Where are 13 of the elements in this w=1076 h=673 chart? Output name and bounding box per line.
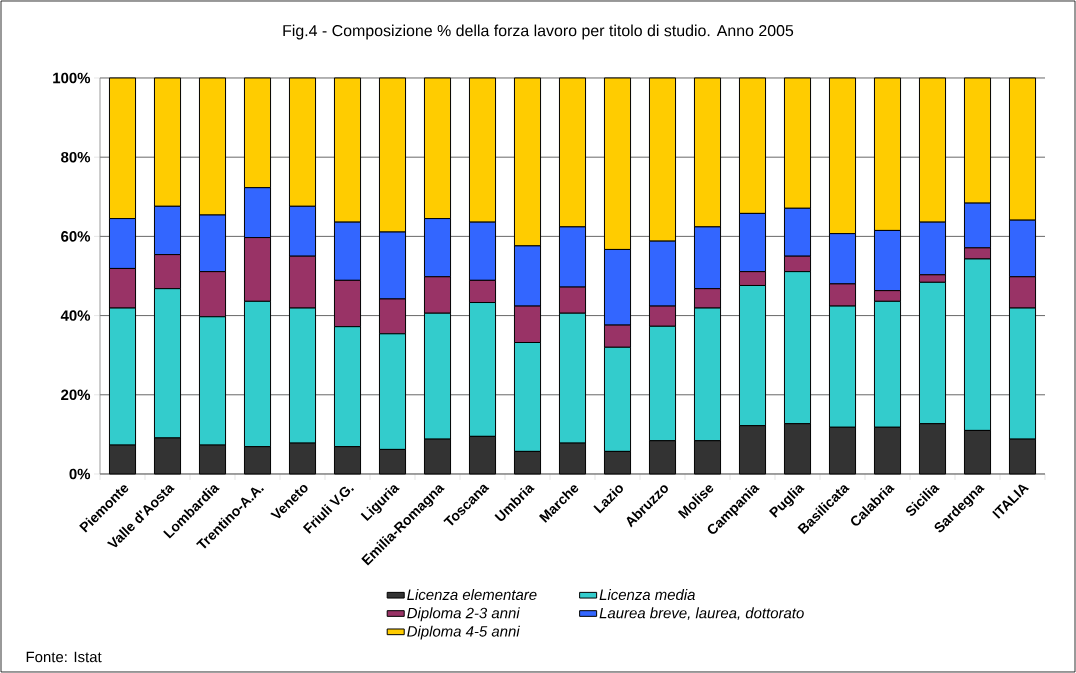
legend-label: Licenza media: [599, 589, 695, 601]
y-tick-label: 20%: [61, 389, 91, 401]
legend-label: Licenza elementare: [407, 589, 537, 601]
y-tick-label: 0%: [69, 468, 91, 480]
chart-title: Fig.4 - Composizione % della forza lavoro per titolo di studio. Anno 2005: [283, 24, 794, 40]
legend-label: Laurea breve, laurea, dottorato: [599, 607, 804, 621]
legend-label: Diploma 2-3 anni: [407, 607, 520, 622]
y-tick-label: 100%: [53, 72, 91, 84]
y-tick-label: 80%: [61, 151, 91, 163]
y-tick-label: 60%: [61, 231, 91, 242]
y-tick-label: 40%: [60, 310, 91, 321]
source-note: Fonte: Istat: [26, 651, 102, 663]
legend-label: Diploma 4-5 anni: [407, 625, 520, 640]
